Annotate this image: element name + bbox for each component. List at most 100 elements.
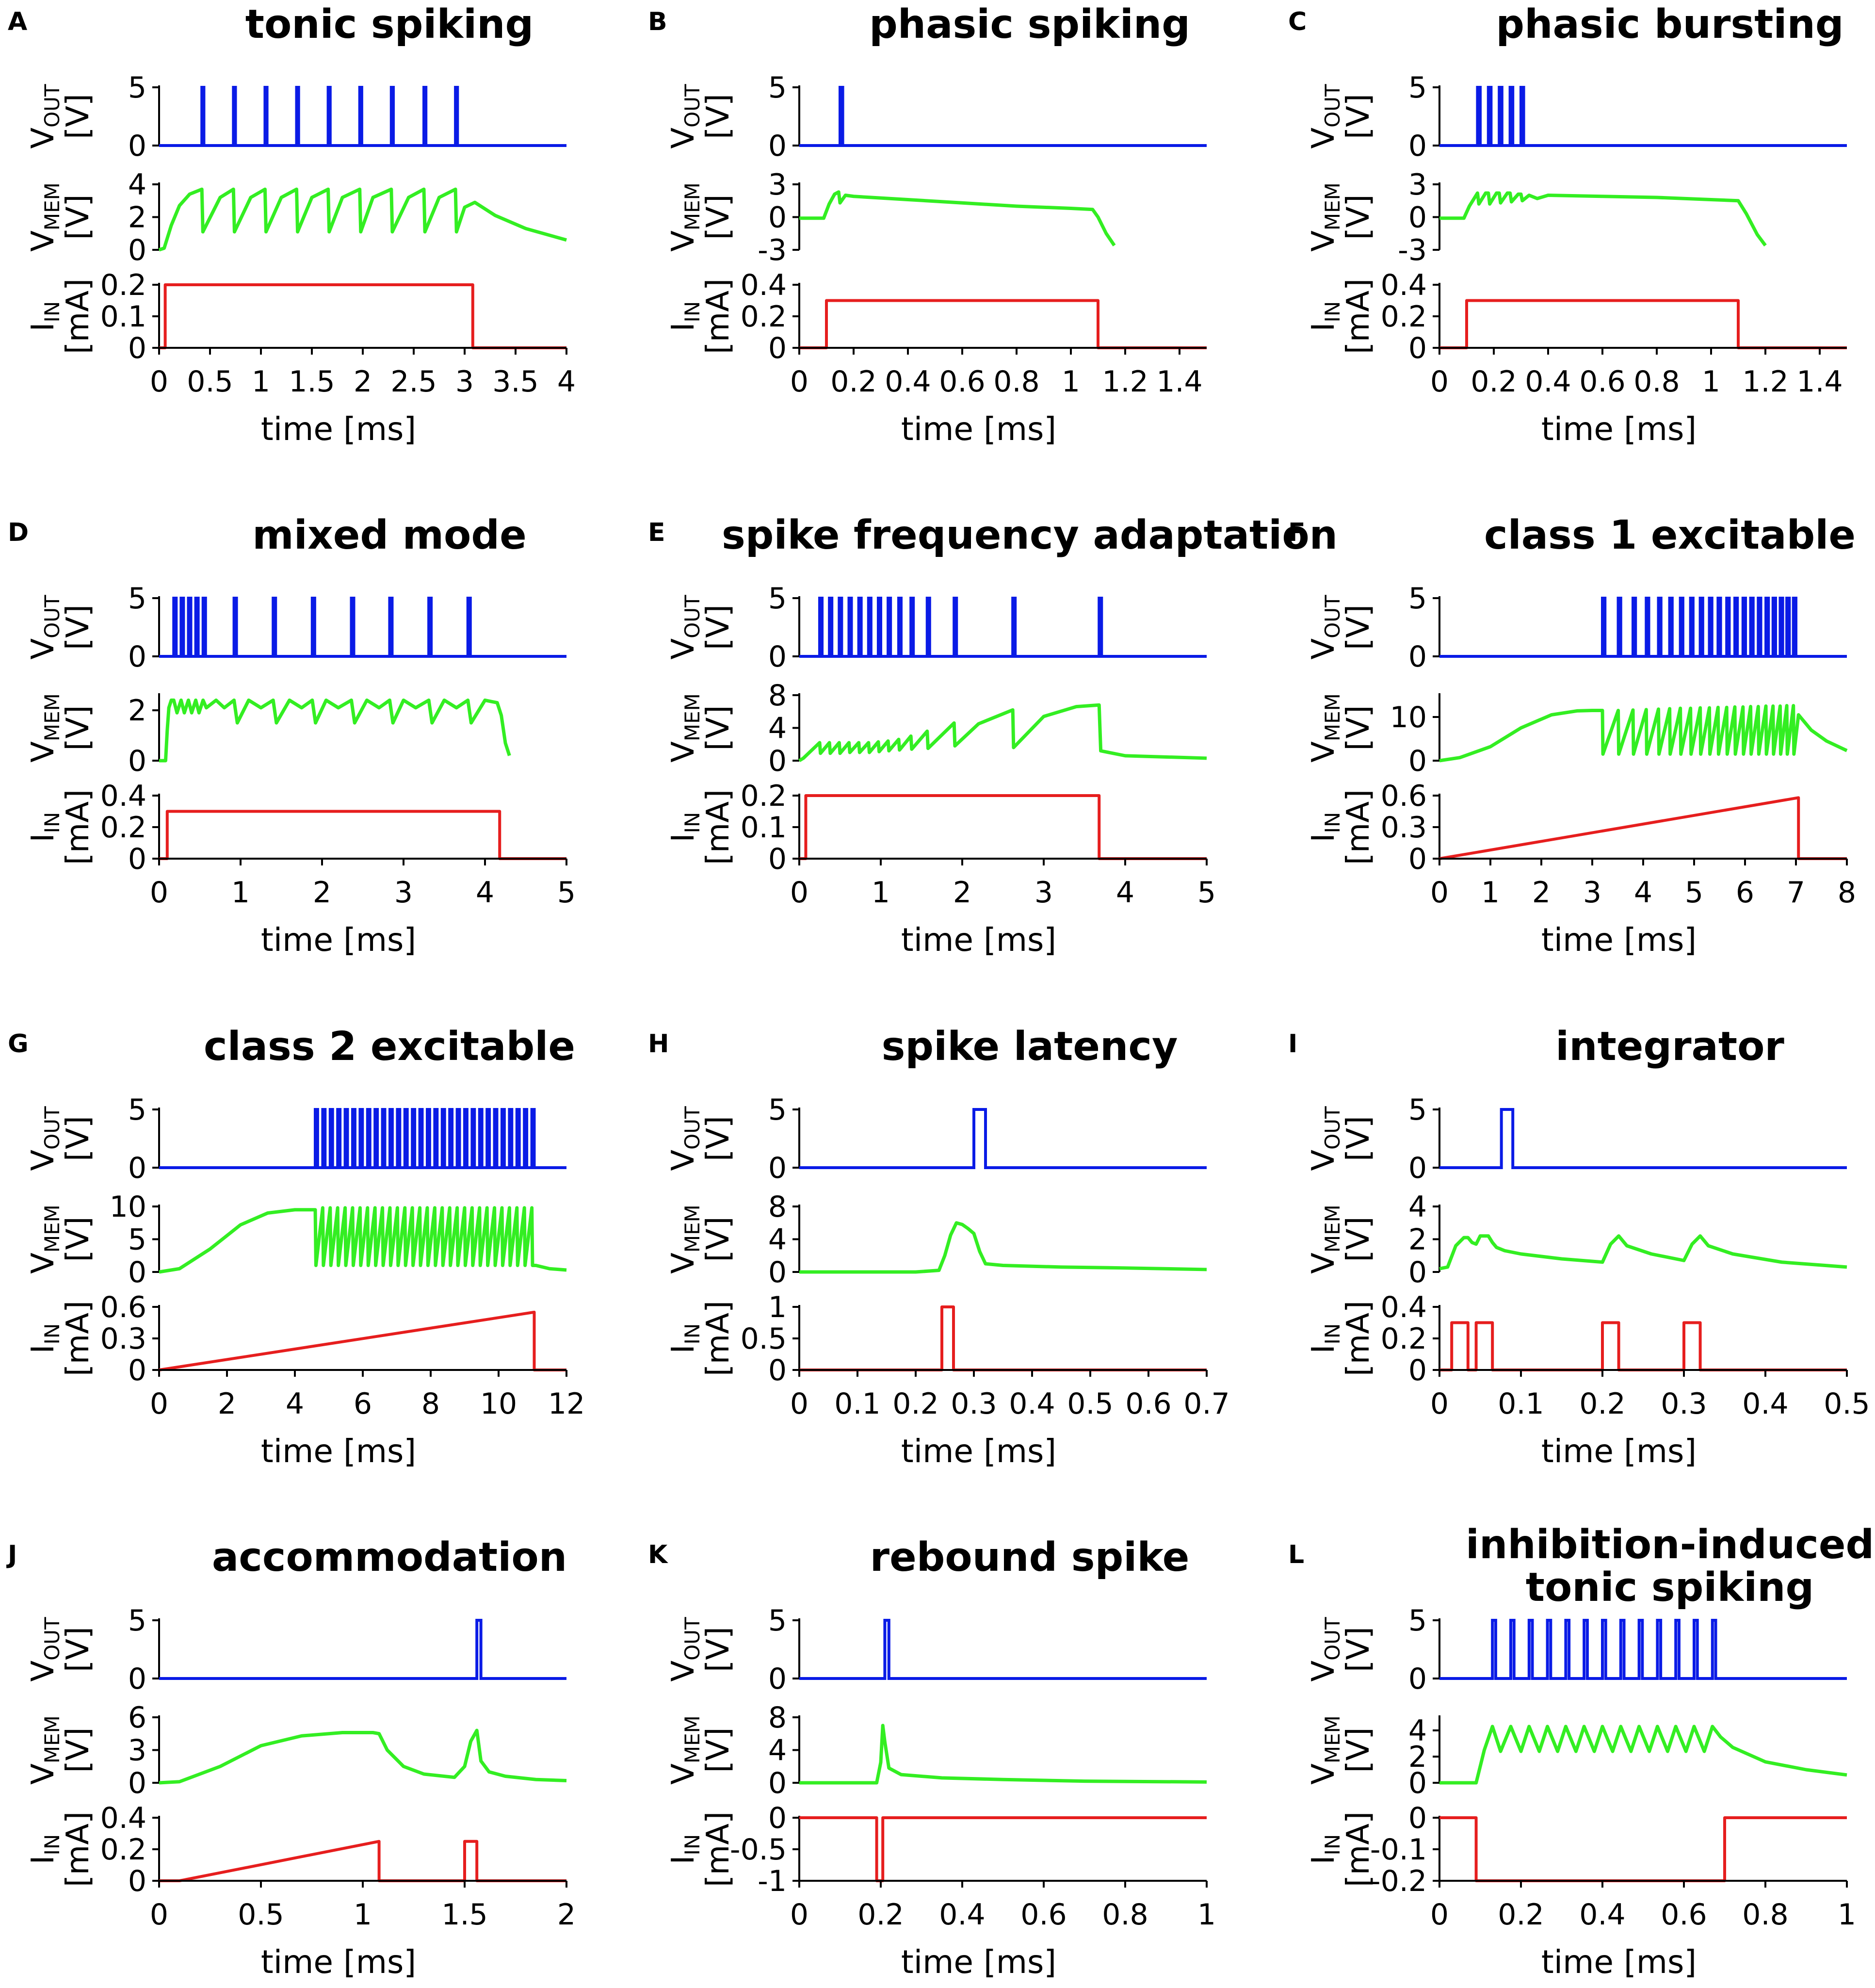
y-axis-label: VOUT[V]	[1306, 1106, 1376, 1171]
y-tick-label: 0	[1408, 1766, 1427, 1800]
x-tick-label: 0	[790, 365, 808, 399]
panel-letter: H	[648, 1029, 669, 1059]
y-tick-label: 2	[1408, 1223, 1427, 1257]
x-tick-label: 0.3	[1661, 1387, 1707, 1421]
vmem-series	[1439, 1234, 1847, 1271]
vout-subplot: 0 5 VOUT[V]	[665, 1093, 1207, 1185]
x-tick-label: 0.2	[830, 365, 876, 399]
iin-subplot: -0.2-0.10 IIN[mA] 0 0.2 0.4 0.6 0.8 1	[1306, 1801, 1856, 1932]
x-tick-label: 1	[231, 876, 250, 910]
y-axis-label: VMEM[V]	[1306, 1715, 1376, 1785]
y-tick-label: 0	[768, 129, 787, 163]
y-tick-label: 5	[768, 1604, 787, 1638]
y-tick-label: 5	[1408, 1093, 1427, 1127]
y-tick-label: 0.2	[100, 268, 146, 302]
panel-title: class 1 excitable	[1484, 512, 1856, 558]
x-tick-label: 0.2	[1498, 1898, 1544, 1932]
panel-letter: F	[1288, 518, 1306, 547]
panel-title-line: inhibition-induced	[1466, 1522, 1874, 1568]
x-tick-label: 7	[1787, 876, 1805, 910]
vmem-subplot: -303 VMEM[V]	[665, 168, 1116, 267]
x-tick-label: 0.6	[1661, 1898, 1707, 1932]
y-axis-label: VMEM[V]	[25, 182, 96, 252]
y-axis-label: VMEM[V]	[665, 1205, 736, 1274]
y-tick-label: 0	[768, 744, 787, 778]
y-tick-label: 0	[128, 1353, 146, 1387]
y-tick-label: 0	[128, 1662, 146, 1696]
y-tick-label: 4	[128, 168, 146, 202]
x-axis-label: time [ms]	[901, 1433, 1056, 1470]
y-axis-label: VMEM[V]	[1306, 1205, 1376, 1274]
y-tick-label: 0	[768, 1255, 787, 1289]
x-tick-label: 6	[1736, 876, 1754, 910]
x-tick-label: 0.4	[1579, 1898, 1625, 1932]
y-tick-label: 0	[1408, 1801, 1427, 1835]
x-tick-label: 0	[1430, 1387, 1449, 1421]
panel-letter: K	[648, 1540, 668, 1569]
x-tick-label: 1	[354, 1898, 372, 1932]
x-tick-label: 0.1	[1498, 1387, 1544, 1421]
x-tick-label: 0	[1430, 1898, 1449, 1932]
y-tick-label: 8	[768, 1701, 787, 1735]
y-tick-label: 5	[1408, 71, 1427, 105]
y-tick-label: 5	[128, 582, 146, 616]
x-tick-label: 0.8	[1102, 1898, 1148, 1932]
y-tick-label: 2	[128, 201, 146, 235]
x-tick-label: 0.1	[834, 1387, 880, 1421]
y-axis-label: VMEM[V]	[665, 182, 736, 252]
iin-series	[1439, 1816, 1847, 1882]
x-tick-label: 1	[1838, 1898, 1856, 1932]
y-axis-label: VMEM[V]	[1306, 182, 1376, 252]
y-axis-label: VOUT[V]	[1306, 595, 1376, 660]
y-tick-label: 0	[1408, 1353, 1427, 1387]
iin-series	[799, 1305, 1207, 1371]
y-tick-label: 0	[768, 842, 787, 876]
x-tick-label: 0	[790, 1387, 808, 1421]
panel-title: spike frequency adaptation	[722, 512, 1338, 558]
vout-series	[1439, 597, 1847, 658]
iin-series	[1439, 299, 1847, 349]
y-axis-label: VOUT[V]	[25, 84, 96, 149]
panel-title-line: tonic spiking	[1526, 1564, 1814, 1611]
vout-series	[1439, 1108, 1847, 1169]
y-axis-label: IIN[mA]	[25, 1301, 96, 1376]
y-tick-label: 0.2	[741, 300, 787, 334]
y-tick-label: 0.4	[741, 268, 787, 302]
x-tick-label: 0.8	[993, 365, 1039, 399]
x-axis-label: time [ms]	[1541, 921, 1697, 959]
y-tick-label: 0.3	[100, 1322, 146, 1356]
y-tick-label: 5	[1408, 582, 1427, 616]
y-tick-label: 0	[128, 1766, 146, 1800]
y-axis-label: VOUT[V]	[1306, 84, 1376, 149]
x-tick-label: 1.2	[1102, 365, 1148, 399]
y-tick-label: 0.2	[100, 1833, 146, 1867]
y-tick-label: -0.2	[1370, 1864, 1427, 1898]
vmem-series	[1439, 191, 1767, 247]
x-tick-label: 3	[1583, 876, 1601, 910]
panel-title: tonic spiking	[245, 1, 534, 48]
x-tick-label: 0	[150, 1387, 168, 1421]
x-tick-label: 0.5	[1067, 1387, 1113, 1421]
vmem-subplot: 024 VMEM[V]	[25, 168, 567, 267]
y-tick-label: 6	[128, 1701, 146, 1735]
y-tick-label: 5	[1408, 1604, 1427, 1638]
y-tick-label: 0	[1408, 1151, 1427, 1185]
x-tick-label: 5	[557, 876, 576, 910]
y-tick-label: 3	[768, 168, 787, 202]
x-tick-label: 0.6	[939, 365, 985, 399]
y-tick-label: 3	[1408, 168, 1427, 202]
panel-letter: E	[648, 518, 665, 547]
vmem-subplot: 0 10 VMEM[V]	[1306, 693, 1848, 778]
x-tick-label: 3.5	[492, 365, 538, 399]
x-axis-label: time [ms]	[261, 1433, 416, 1470]
vout-subplot: 0 5 VOUT[V]	[1306, 1093, 1847, 1185]
x-tick-label: 0	[150, 365, 168, 399]
